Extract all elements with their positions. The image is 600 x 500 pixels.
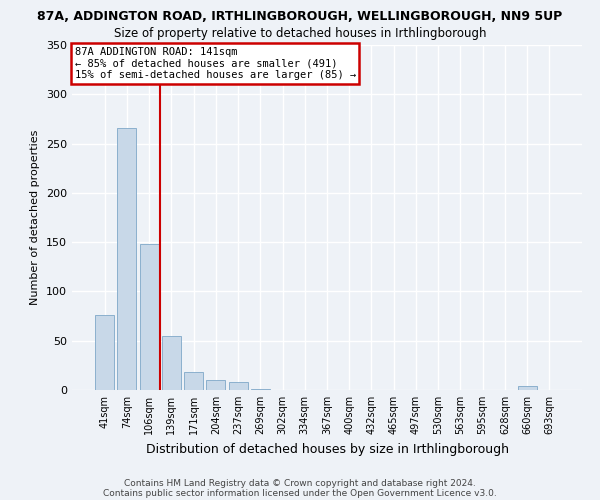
Text: Size of property relative to detached houses in Irthlingborough: Size of property relative to detached ho… (114, 28, 486, 40)
Text: 87A ADDINGTON ROAD: 141sqm
← 85% of detached houses are smaller (491)
15% of sem: 87A ADDINGTON ROAD: 141sqm ← 85% of deta… (74, 46, 356, 80)
Bar (162, 336, 181, 390)
Bar (95, 315, 114, 390)
Text: Contains HM Land Registry data © Crown copyright and database right 2024.: Contains HM Land Registry data © Crown c… (124, 478, 476, 488)
Text: 87A, ADDINGTON ROAD, IRTHLINGBOROUGH, WELLINGBOROUGH, NN9 5UP: 87A, ADDINGTON ROAD, IRTHLINGBOROUGH, WE… (37, 10, 563, 23)
X-axis label: Distribution of detached houses by size in Irthlingborough: Distribution of detached houses by size … (146, 442, 509, 456)
Bar (184, 372, 203, 390)
Bar (518, 386, 536, 390)
Y-axis label: Number of detached properties: Number of detached properties (31, 130, 40, 305)
Bar (118, 128, 136, 390)
Bar (206, 380, 225, 390)
Text: Contains public sector information licensed under the Open Government Licence v3: Contains public sector information licen… (103, 488, 497, 498)
Bar (140, 244, 158, 390)
Bar (229, 382, 248, 390)
Bar (251, 389, 270, 390)
